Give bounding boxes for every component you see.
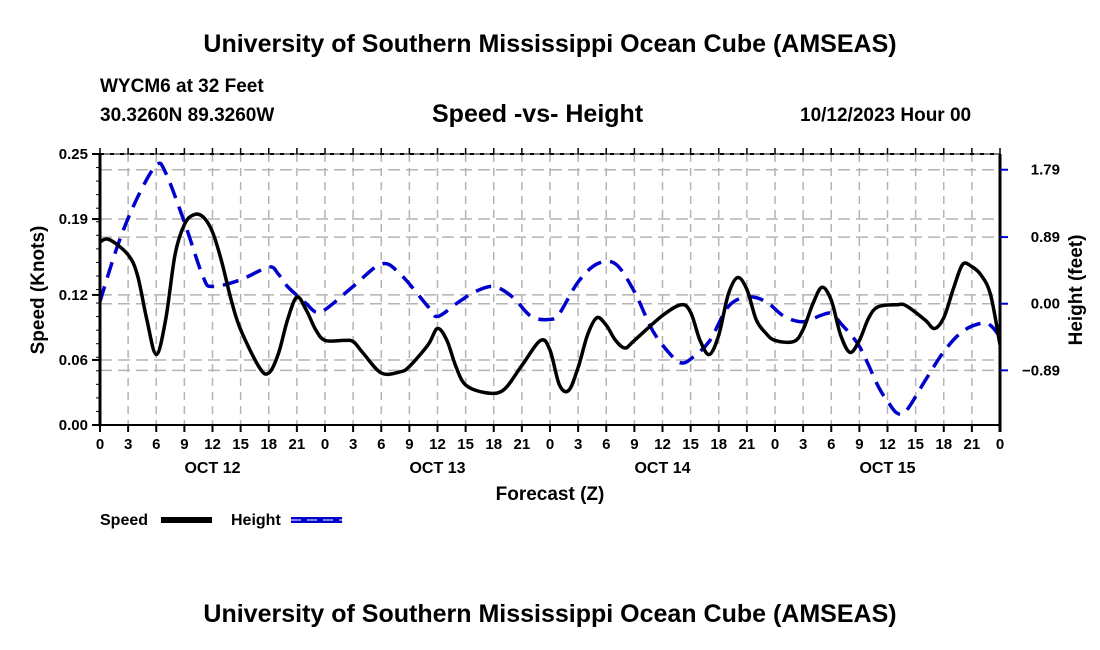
speed-series-line — [99, 212, 1002, 396]
y-tick-label: 0.25 — [59, 146, 88, 163]
x-tick-label: 6 — [602, 436, 610, 453]
x-tick-label: 12 — [429, 436, 446, 453]
x-tick-label: 15 — [457, 436, 474, 453]
chart-main-title: University of Southern Mississippi Ocean… — [203, 30, 897, 58]
y2-tick-label: −0.89 — [1022, 362, 1060, 379]
y-tick-label: 0.00 — [59, 417, 88, 434]
x-tick-label: 12 — [879, 436, 896, 453]
x-tick-label: 15 — [682, 436, 699, 453]
chart-subtitle: Speed -vs- Height — [432, 100, 644, 128]
y-axis-label: Speed (Knots) — [28, 226, 49, 355]
legend-height-label: Height — [231, 512, 281, 529]
day-label: OCT 12 — [184, 460, 240, 477]
x-tick-label: 6 — [377, 436, 385, 453]
x-tick-label: 21 — [514, 436, 531, 453]
x-tick-label: 15 — [232, 436, 249, 453]
x-tick-label: 3 — [124, 436, 132, 453]
x-tick-label: 3 — [349, 436, 357, 453]
x-tick-label: 0 — [996, 436, 1004, 453]
y-tick-label: 0.06 — [59, 352, 88, 369]
y2-axis-label: Height (feet) — [1066, 235, 1087, 346]
x-tick-label: 9 — [630, 436, 638, 453]
x-tick-label: 18 — [710, 436, 727, 453]
x-tick-label: 12 — [204, 436, 221, 453]
x-tick-label: 18 — [260, 436, 277, 453]
x-tick-label: 21 — [739, 436, 756, 453]
series-layer — [98, 161, 1002, 417]
legend-speed-label: Speed — [100, 512, 148, 529]
day-label: OCT 15 — [859, 460, 915, 477]
x-tick-label: 0 — [321, 436, 329, 453]
x-tick-label: 6 — [152, 436, 160, 453]
x-tick-label: 3 — [574, 436, 582, 453]
day-label: OCT 13 — [409, 460, 465, 477]
footer-title: University of Southern Mississippi Ocean… — [203, 600, 897, 628]
legend: Speed Height — [100, 512, 342, 529]
x-tick-label: 18 — [485, 436, 502, 453]
ticks: 0 3 6 9 12 15 18 21 0 3 6 9 12 15 18 21 0 3 6 9 12 15 18 21 0 3 6 9… — [59, 146, 1060, 477]
x-axis-label: Forecast (Z) — [496, 484, 605, 505]
x-tick-label: 15 — [907, 436, 924, 453]
day-label: OCT 14 — [634, 460, 690, 477]
station-label: WYCM6 at 32 Feet — [100, 76, 264, 97]
x-tick-label: 12 — [654, 436, 671, 453]
x-tick-label: 0 — [96, 436, 104, 453]
x-tick-label: 9 — [180, 436, 188, 453]
x-tick-label: 18 — [935, 436, 952, 453]
y-tick-label: 0.19 — [59, 211, 88, 228]
forecast-date-label: 10/12/2023 Hour 00 — [800, 105, 972, 126]
x-tick-label: 9 — [855, 436, 863, 453]
x-tick-label: 3 — [799, 436, 807, 453]
y-tick-label: 0.12 — [59, 287, 88, 304]
y2-tick-label: 0.00 — [1031, 296, 1060, 313]
axes — [98, 153, 1002, 432]
x-tick-label: 0 — [771, 436, 779, 453]
x-tick-label: 0 — [546, 436, 554, 453]
x-tick-label: 9 — [405, 436, 413, 453]
x-tick-label: 21 — [964, 436, 981, 453]
coordinates-label: 30.3260N 89.3260W — [100, 105, 275, 126]
y2-tick-label: 1.79 — [1031, 162, 1060, 179]
grid — [100, 154, 1000, 425]
height-series-line — [98, 161, 1002, 417]
x-tick-label: 6 — [827, 436, 835, 453]
y2-tick-label: 0.89 — [1031, 229, 1060, 246]
x-tick-label: 21 — [289, 436, 306, 453]
